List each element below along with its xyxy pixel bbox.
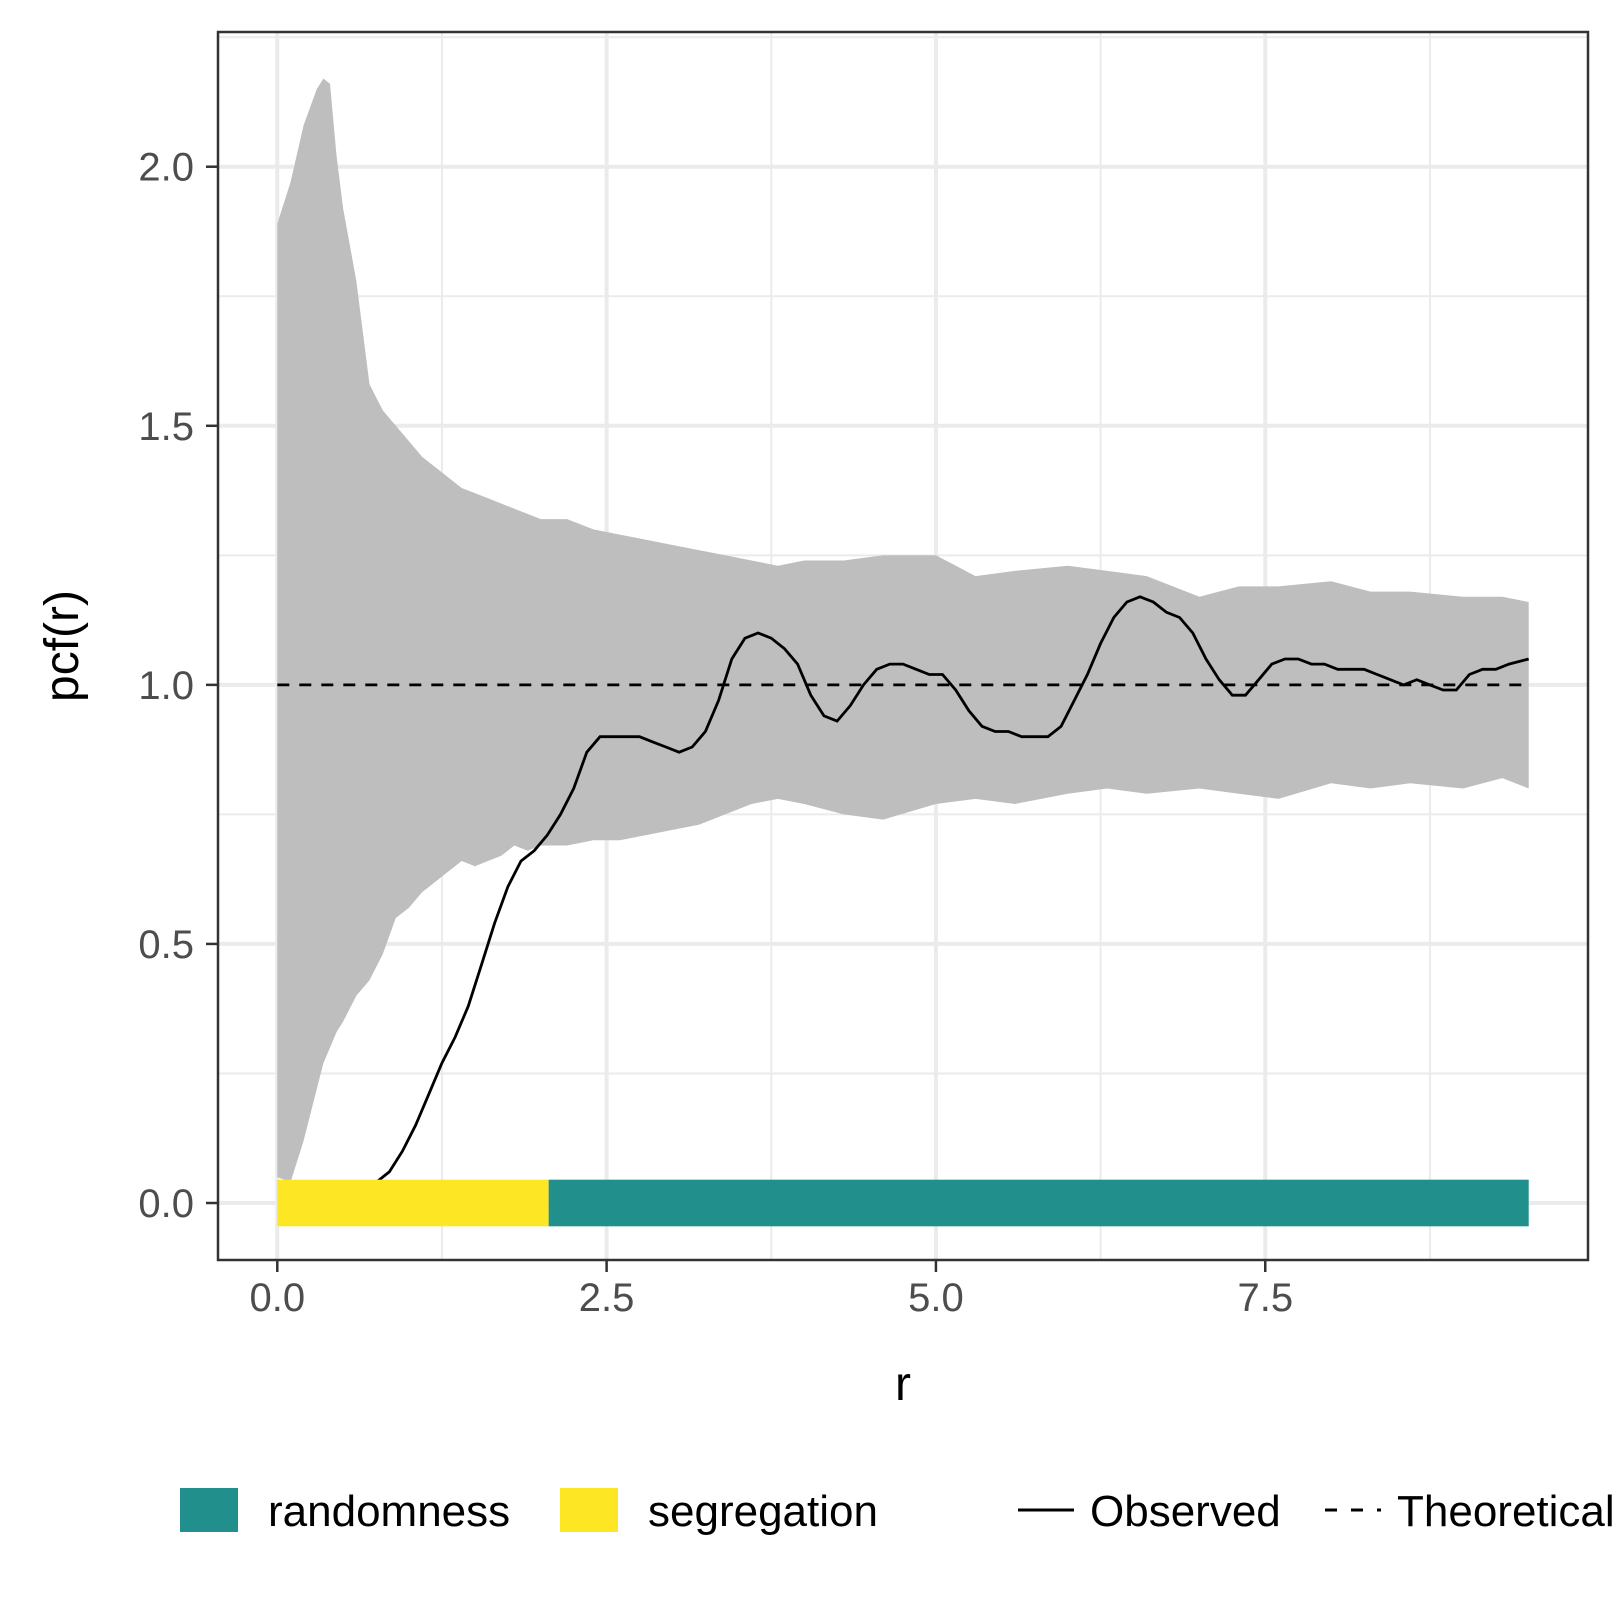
y-tick-label: 0.5 (138, 923, 194, 967)
y-axis-title: pcf(r) (36, 590, 89, 702)
classification-bands (277, 1179, 1529, 1227)
panel-border (216, 30, 1590, 1262)
y-axis-ticks: 0.0 0.5 1.0 1.5 2.0 (138, 146, 218, 1226)
legend-label-observed: Observed (1090, 1487, 1281, 1536)
band-randomness (548, 1179, 1529, 1227)
legend-label-theoretical: Theoretical (1397, 1487, 1615, 1536)
legend-key-segregation (560, 1488, 618, 1532)
legend-label-randomness: randomness (268, 1487, 510, 1536)
x-tick-label: 2.5 (579, 1276, 635, 1320)
legend-label-segregation: segregation (648, 1487, 878, 1536)
x-tick-label: 5.0 (908, 1276, 964, 1320)
x-tick-label: 0.0 (249, 1276, 305, 1320)
y-tick-label: 2.0 (138, 146, 194, 190)
legend-key-randomness (180, 1488, 238, 1532)
y-tick-label: 0.0 (138, 1182, 194, 1226)
observed-line (375, 595, 1530, 1184)
envelope-area (277, 78, 1529, 1183)
legend: randomness segregation Observed Theoretical (180, 1487, 1615, 1536)
x-axis-title: r (895, 1358, 911, 1411)
band-segregation (277, 1179, 549, 1227)
x-tick-label: 7.5 (1237, 1276, 1293, 1320)
x-axis-ticks: 0.0 2.5 5.0 7.5 (249, 1260, 1293, 1320)
y-tick-label: 1.0 (138, 664, 194, 708)
y-tick-label: 1.5 (138, 405, 194, 449)
